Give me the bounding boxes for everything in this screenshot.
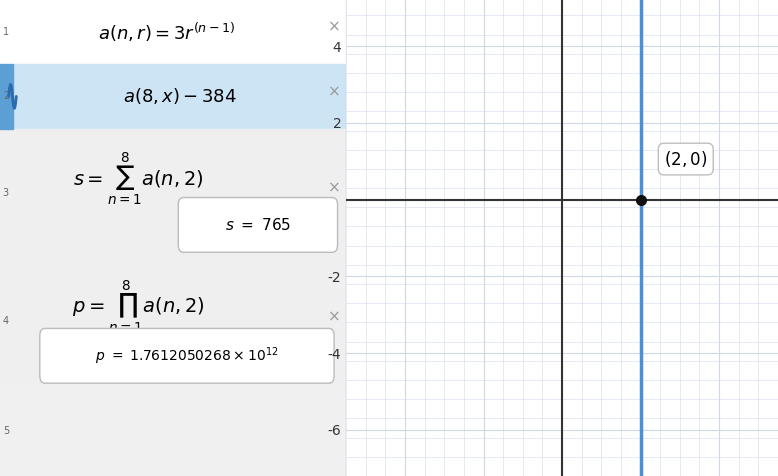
Text: 2: 2 <box>3 91 9 101</box>
Bar <box>0 0 346 64</box>
FancyBboxPatch shape <box>40 328 334 383</box>
Text: $a(8,x)-384$: $a(8,x)-384$ <box>123 86 237 107</box>
Text: $(2,0)$: $(2,0)$ <box>664 149 707 169</box>
Text: $p = \prod_{n=1}^{8} a(n,2)$: $p = \prod_{n=1}^{8} a(n,2)$ <box>72 279 205 335</box>
Text: ×: × <box>328 180 341 196</box>
Bar <box>0 386 346 476</box>
Bar <box>13 64 346 129</box>
Text: $s = \sum_{n=1}^{8} a(n,2)$: $s = \sum_{n=1}^{8} a(n,2)$ <box>73 150 204 207</box>
Bar <box>0 129 346 257</box>
Text: ×: × <box>328 309 341 324</box>
FancyBboxPatch shape <box>178 198 338 252</box>
Text: 5: 5 <box>3 426 9 436</box>
Text: ×: × <box>328 84 341 99</box>
Text: 4: 4 <box>3 316 9 327</box>
Text: 1: 1 <box>3 27 9 37</box>
Text: ×: × <box>328 20 341 35</box>
Text: 3: 3 <box>3 188 9 198</box>
Bar <box>0 257 346 386</box>
Bar <box>0 64 13 129</box>
Text: $a(n,r) = 3r^{(n-1)}$: $a(n,r) = 3r^{(n-1)}$ <box>97 20 235 44</box>
Text: $s \ = \ 765$: $s \ = \ 765$ <box>225 217 291 233</box>
Text: $p \ = \ 1.7612050268 \times 10^{12}$: $p \ = \ 1.7612050268 \times 10^{12}$ <box>95 345 279 367</box>
